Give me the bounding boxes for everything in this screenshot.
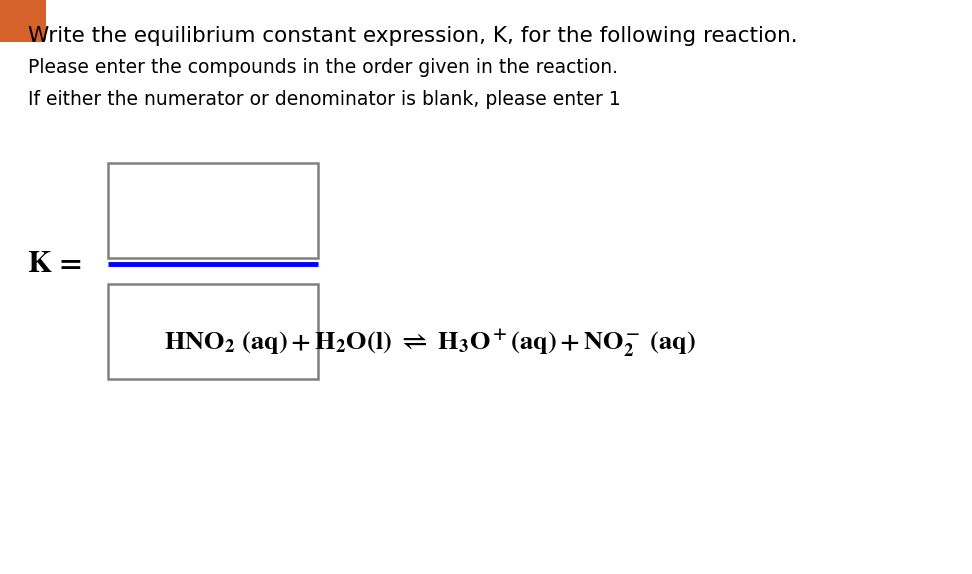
Text: $\bf{HNO_2}$ $\bf{(aq) + H_2O(l)}$ $\bf{\rightleftharpoons}$ $\bf{H_3O^+(aq) + N: $\bf{HNO_2}$ $\bf{(aq) + H_2O(l)}$ $\bf{… <box>164 328 696 360</box>
Bar <box>108 284 318 379</box>
Bar <box>108 163 318 258</box>
Text: Write the equilibrium constant expression, K, for the following reaction.: Write the equilibrium constant expressio… <box>28 26 798 46</box>
Text: K =: K = <box>28 250 83 277</box>
Text: If either the numerator or denominator is blank, please enter 1: If either the numerator or denominator i… <box>28 90 621 109</box>
FancyBboxPatch shape <box>0 0 46 42</box>
Text: Please enter the compounds in the order given in the reaction.: Please enter the compounds in the order … <box>28 58 618 77</box>
